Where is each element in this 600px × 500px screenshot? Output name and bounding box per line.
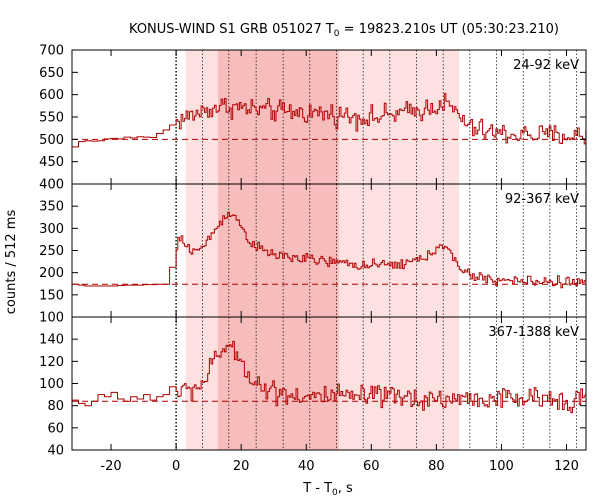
y-tick-label: 100 xyxy=(39,377,64,392)
energy-band-label: 24-92 keV xyxy=(513,58,579,73)
y-tick-label: 200 xyxy=(39,266,64,281)
y-tick-label: 60 xyxy=(47,421,64,436)
y-tick-label: 600 xyxy=(39,88,64,103)
y-tick-label: 500 xyxy=(39,133,64,148)
y-tick-label: 150 xyxy=(39,288,64,303)
x-tick-label: 120 xyxy=(554,459,579,474)
y-tick-label: 300 xyxy=(39,222,64,237)
x-tick-label: 0 xyxy=(172,459,180,474)
light-curve-series xyxy=(72,93,587,148)
light-curve-series xyxy=(72,211,587,289)
shaded-interval-dark xyxy=(218,184,339,317)
y-tick-label: 350 xyxy=(39,200,64,215)
light-curve-series xyxy=(72,340,587,414)
y-tick-label: 250 xyxy=(39,244,64,259)
y-tick-label: 400 xyxy=(39,178,64,193)
shaded-interval-dark xyxy=(218,317,339,450)
y-tick-label: 550 xyxy=(39,111,64,126)
y-axis-label: counts / 512 ms xyxy=(4,210,19,315)
y-tick-label: 80 xyxy=(47,399,64,414)
x-tick-label: 80 xyxy=(428,459,445,474)
y-tick-label: 120 xyxy=(39,355,64,370)
x-tick-label: -20 xyxy=(100,459,121,474)
y-tick-label: 100 xyxy=(39,311,64,326)
chart-title: KONUS-WIND S1 GRB 051027 T0 = 19823.210s… xyxy=(129,22,559,39)
y-tick-label: 40 xyxy=(47,444,64,459)
energy-band-label: 92-367 keV xyxy=(505,192,579,207)
x-tick-label: 40 xyxy=(298,459,315,474)
x-tick-label: 60 xyxy=(363,459,380,474)
y-tick-label: 650 xyxy=(39,66,64,81)
x-tick-label: 20 xyxy=(233,459,250,474)
x-axis-label: T - T0, s xyxy=(302,481,353,498)
energy-band-label: 367-1388 keV xyxy=(488,325,579,340)
x-tick-label: 100 xyxy=(489,459,514,474)
y-tick-label: 450 xyxy=(39,155,64,170)
y-tick-label: 700 xyxy=(39,44,64,59)
y-tick-label: 140 xyxy=(39,333,64,348)
shaded-interval-dark xyxy=(218,50,339,184)
